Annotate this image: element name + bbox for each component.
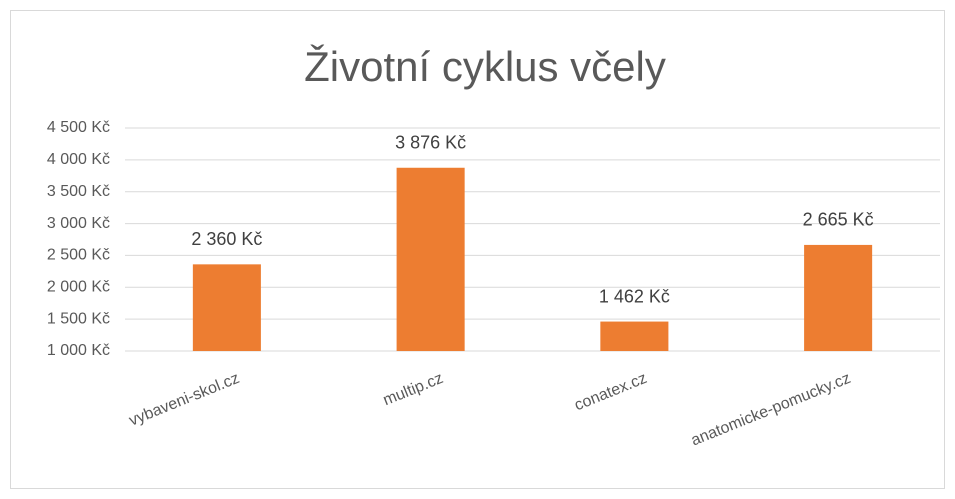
y-tick-label: 3 000 Kč — [47, 215, 110, 232]
bar — [804, 244, 873, 351]
bar — [192, 264, 261, 351]
y-tick-label: 1 500 Kč — [47, 310, 110, 327]
data-label: 3 876 Kč — [395, 133, 466, 153]
y-tick-label: 4 500 Kč — [47, 119, 110, 136]
y-tick-label: 4 000 Kč — [47, 151, 110, 168]
data-label: 2 360 Kč — [191, 229, 262, 249]
data-label: 1 462 Kč — [599, 286, 670, 306]
y-tick-label: 3 500 Kč — [47, 183, 110, 200]
bar — [396, 167, 465, 351]
data-label: 2 665 Kč — [803, 210, 874, 230]
y-tick-label: 1 000 Kč — [47, 342, 110, 359]
y-tick-label: 2 000 Kč — [47, 279, 110, 296]
bar — [600, 321, 669, 351]
chart-frame — [10, 10, 945, 489]
y-tick-label: 2 500 Kč — [47, 247, 110, 264]
chart-title: Životní cyklus včely — [304, 43, 666, 90]
